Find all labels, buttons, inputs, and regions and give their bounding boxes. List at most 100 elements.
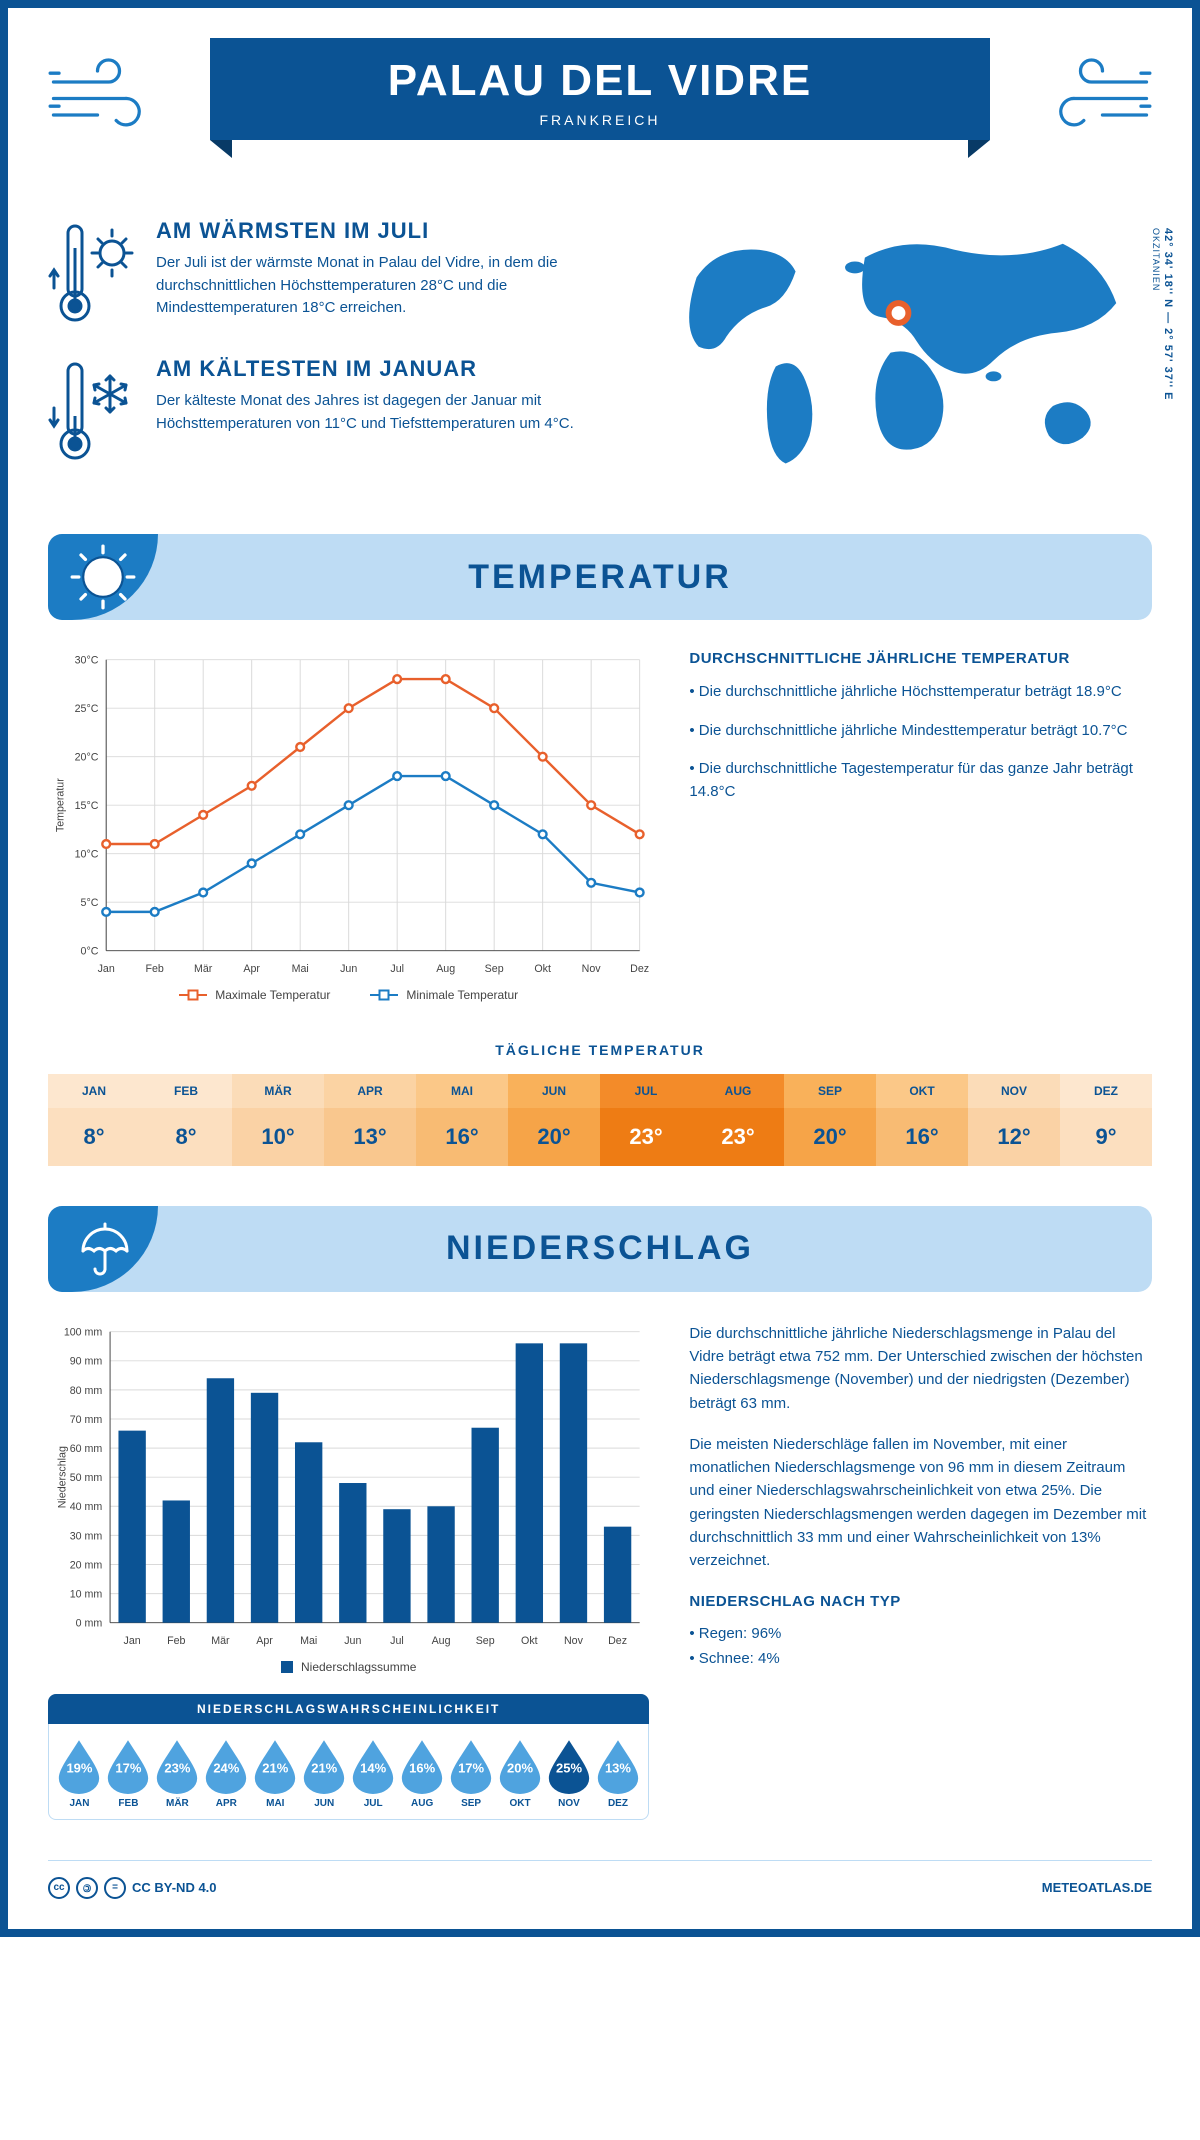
warmest-heading: AM WÄRMSTEN IM JULI [156,218,617,244]
wind-icon [1042,48,1152,138]
probability-drop: 17% SEP [447,1738,496,1809]
probability-drop: 21% MAI [251,1738,300,1809]
license: cc🄯= CC BY-ND 4.0 [48,1877,217,1899]
svg-text:Mär: Mär [194,963,213,975]
coldest-body: Der kälteste Monat des Jahres ist dagege… [156,390,617,435]
svg-text:100 mm: 100 mm [64,1326,103,1338]
probability-drops: 19% JAN 17% FEB 23% MÄR 24% APR 21% MAI [48,1724,649,1820]
svg-text:Dez: Dez [608,1635,627,1647]
heat-cell: APR 13° [324,1074,416,1166]
sun-icon [70,544,136,610]
heat-cell: DEZ 9° [1060,1074,1152,1166]
coldest-heading: AM KÄLTESTEN IM JANUAR [156,356,617,382]
svg-text:40 mm: 40 mm [70,1501,103,1513]
svg-text:Feb: Feb [146,963,164,975]
umbrella-icon [73,1219,133,1279]
daily-temp-heading: TÄGLICHE TEMPERATUR [48,1042,1152,1058]
heat-cell: OKT 16° [876,1074,968,1166]
svg-text:Niederschlag: Niederschlag [56,1446,68,1508]
svg-text:Temperatur: Temperatur [55,778,67,832]
probability-drop: 17% FEB [104,1738,153,1809]
svg-text:Jan: Jan [124,1635,141,1647]
probability-drop: 24% APR [202,1738,251,1809]
heat-cell: AUG 23° [692,1074,784,1166]
page-subtitle: FRANKREICH [330,112,870,128]
svg-text:Mai: Mai [300,1635,317,1647]
wind-icon [48,48,158,138]
probability-drop: 23% MÄR [153,1738,202,1809]
probability-drop: 20% OKT [496,1738,545,1809]
svg-text:Nov: Nov [582,963,602,975]
svg-text:Jul: Jul [390,1635,404,1647]
precipitation-summary: Die durchschnittliche jährliche Niedersc… [689,1322,1152,1820]
svg-text:Feb: Feb [167,1635,185,1647]
svg-text:0 mm: 0 mm [76,1617,103,1629]
coordinates: 42° 34' 18'' N — 2° 57' 37'' EOKZITANIEN [1150,228,1174,401]
temp-heading: TEMPERATUR [48,558,1152,597]
precipitation-chart: 0 mm 10 mm 20 mm 30 mm 40 mm 50 mm 60 mm 70 mm 8… [48,1322,649,1674]
probability-drop: 16% AUG [398,1738,447,1809]
svg-text:Nov: Nov [564,1635,584,1647]
svg-text:Apr: Apr [256,1635,273,1647]
heat-cell: JUN 20° [508,1074,600,1166]
svg-text:Sep: Sep [485,963,504,975]
svg-text:0°C: 0°C [81,946,99,958]
svg-text:Okt: Okt [521,1635,538,1647]
daily-temp-table: JAN 8° FEB 8° MÄR 10° APR 13° MAI 16° JU… [48,1074,1152,1166]
svg-text:15°C: 15°C [75,800,99,812]
warmest-block: AM WÄRMSTEN IM JULI Der Juli ist der wär… [48,218,617,328]
heat-cell: MÄR 10° [232,1074,324,1166]
probability-heading: NIEDERSCHLAGSWAHRSCHEINLICHKEIT [48,1694,649,1724]
svg-text:Aug: Aug [436,963,455,975]
svg-text:Okt: Okt [534,963,551,975]
heat-cell: JUL 23° [600,1074,692,1166]
header: PALAU DEL VIDRE FRANKREICH [48,38,1152,178]
site-name: METEOATLAS.DE [1042,1880,1152,1895]
svg-text:Mär: Mär [211,1635,230,1647]
temperature-summary: DURCHSCHNITTLICHE JÄHRLICHE TEMPERATUR •… [689,650,1152,1002]
svg-text:80 mm: 80 mm [70,1385,103,1397]
probability-drop: 13% DEZ [593,1738,642,1809]
svg-text:60 mm: 60 mm [70,1443,103,1455]
svg-text:Apr: Apr [243,963,260,975]
svg-text:Jan: Jan [98,963,115,975]
title-banner: PALAU DEL VIDRE FRANKREICH [210,38,990,140]
svg-text:Sep: Sep [476,1635,495,1647]
svg-text:10 mm: 10 mm [70,1588,103,1600]
svg-text:Dez: Dez [630,963,649,975]
svg-text:20°C: 20°C [75,752,99,764]
svg-text:25°C: 25°C [75,703,99,715]
svg-text:50 mm: 50 mm [70,1472,103,1484]
heat-cell: NOV 12° [968,1074,1060,1166]
svg-text:30°C: 30°C [75,655,99,667]
precip-heading: NIEDERSCHLAG [48,1229,1152,1268]
coldest-block: AM KÄLTESTEN IM JANUAR Der kälteste Mona… [48,356,617,466]
svg-text:Aug: Aug [432,1635,451,1647]
svg-text:Jun: Jun [344,1635,361,1647]
probability-drop: 14% JUL [349,1738,398,1809]
svg-text:Mai: Mai [292,963,309,975]
svg-text:90 mm: 90 mm [70,1355,103,1367]
heat-cell: FEB 8° [140,1074,232,1166]
chart-legend: Maximale Temperatur Minimale Temperatur [48,988,649,1002]
svg-text:5°C: 5°C [81,897,99,909]
svg-text:70 mm: 70 mm [70,1414,103,1426]
page-title: PALAU DEL VIDRE [330,56,870,106]
probability-drop: 21% JUN [300,1738,349,1809]
thermometer-sun-icon [48,218,138,328]
svg-text:Jun: Jun [340,963,357,975]
world-map: 42° 34' 18'' N — 2° 57' 37'' EOKZITANIEN [657,218,1152,494]
svg-text:30 mm: 30 mm [70,1530,103,1542]
warmest-body: Der Juli ist der wärmste Monat in Palau … [156,252,617,320]
heat-cell: JAN 8° [48,1074,140,1166]
probability-drop: 19% JAN [55,1738,104,1809]
svg-text:10°C: 10°C [75,849,99,861]
footer: cc🄯= CC BY-ND 4.0 METEOATLAS.DE [48,1860,1152,1899]
svg-text:Jul: Jul [390,963,404,975]
svg-text:20 mm: 20 mm [70,1559,103,1571]
probability-drop: 25% NOV [545,1738,594,1809]
thermometer-snow-icon [48,356,138,466]
heat-cell: SEP 20° [784,1074,876,1166]
section-precipitation: NIEDERSCHLAG [48,1206,1152,1292]
section-temperature: TEMPERATUR [48,534,1152,620]
